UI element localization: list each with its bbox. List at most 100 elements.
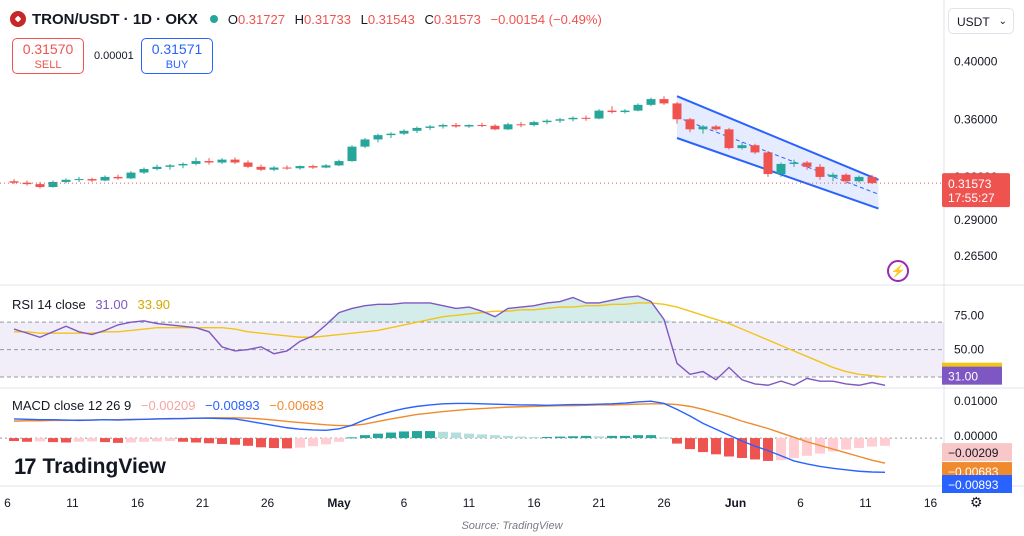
ohlc-readout: O0.31727 H0.31733 L0.31543 C0.31573 −0.0… [228,12,608,27]
candle-body [360,139,370,147]
rsi-overbought-fill [14,296,885,323]
candle-body [490,125,500,130]
macd-histogram-bar [490,435,500,439]
candle-body [321,165,331,168]
time-tick-label: 16 [527,496,541,510]
macd-histogram-bar [100,438,110,443]
macd-histogram-bar [516,436,526,439]
sell-label: SELL [34,59,62,71]
macd-histogram-bar [113,438,123,443]
source-caption: Source: TradingView [461,520,563,532]
candle-body [581,117,591,119]
settings-gear-icon[interactable]: ⚙ [970,494,983,510]
candle-body [542,120,552,123]
tradingview-logo: 17 TradingView [14,454,166,480]
candle-body [607,110,617,113]
candle-body [867,176,877,184]
rsi-tag-label: 31.00 [948,370,978,384]
change-value: −0.00154 (−0.49%) [490,11,602,27]
candle-body [750,145,760,153]
close-value: 0.31573 [433,11,481,27]
candle-body [594,110,604,119]
macd-histogram-bar [269,438,279,449]
macd-tick-label: 0.01000 [954,394,998,408]
time-tick-label: 11 [463,496,476,510]
macd-histogram-bar [295,438,305,448]
macd-histogram-bar [646,435,656,439]
last-price-label: 0.31573 [948,177,992,191]
candle-body [256,166,266,170]
candle-body [529,122,539,126]
candle-body [620,110,630,113]
candle-body [516,124,526,126]
candle-body [269,167,279,170]
macd-hist-legend-value: −0.00209 [140,398,196,413]
time-tick-label: 16 [924,496,938,510]
macd-tag [942,475,1012,493]
lightning-icon[interactable]: ⚡ [887,260,909,282]
rsi-legend-value: 31.00 [95,297,128,312]
candle-body [711,126,721,130]
candle-body [854,176,864,182]
candle-body [802,162,812,167]
candle-body [633,104,643,111]
macd-histogram-bar [633,435,643,439]
candle-body [438,125,448,127]
candle-body [568,117,578,120]
rsi-ma-line [14,302,886,378]
macd-histogram-bar [230,438,240,445]
candle-body [412,127,422,131]
macd-histogram-bar [555,436,565,439]
candle-body [61,179,71,182]
candle-body [217,159,227,163]
sell-button[interactable]: 0.31570 SELL [12,38,84,74]
time-tick-label: 11 [859,496,872,510]
candle-body [555,119,565,121]
macd-histogram-bar [87,438,97,442]
chart-header: TRON/USDT · 1D · OKX O0.31727 H0.31733 L… [10,8,608,30]
time-tick-label: May [327,496,351,510]
candle-body [295,166,305,169]
macd-histogram-bar [178,438,188,442]
candle-body [9,181,19,183]
symbol-title[interactable]: TRON/USDT · 1D · OKX [32,10,198,28]
time-tick-label: 6 [401,496,408,510]
macd-tick-label: 0.00000 [954,429,998,443]
rsi-tick-label: 75.00 [954,308,984,322]
rsi-legend[interactable]: RSI 14 close 31.00 33.90 [12,297,170,312]
macd-histogram-bar [698,438,708,453]
candle-body [425,126,435,128]
currency-value: USDT [957,15,990,29]
channel-fill [677,96,879,209]
high-label: H [294,11,304,27]
macd-histogram-bar [438,431,448,439]
macd-histogram-bar [321,438,331,445]
sell-price: 0.31570 [22,41,74,57]
candle-body [828,174,838,177]
candle-body [698,126,708,130]
macd-legend[interactable]: MACD close 12 26 9 −0.00209 −0.00893 −0.… [12,398,324,413]
currency-select[interactable]: USDT ⌄ [948,8,1014,34]
candle-body [139,168,149,173]
candle-body [672,103,682,120]
macd-histogram-bar [776,438,786,461]
candle-body [74,179,84,181]
macd-histogram-bar [737,438,747,458]
buy-button[interactable]: 0.31571 BUY [141,38,213,74]
time-tick-label: 11 [66,496,79,510]
candle-body [347,146,357,162]
candle-body [100,176,110,181]
macd-histogram-bar [256,438,266,448]
macd-histogram-bar [217,438,227,444]
time-tick-label: 6 [797,496,804,510]
candle-body [737,145,747,149]
macd-histogram-bar [425,431,435,439]
spread-value: 0.00001 [94,50,134,62]
channel-mid-line [676,116,879,195]
rsi-line [13,295,886,387]
candle-body [815,166,825,177]
macd-histogram-bar [750,438,760,460]
tradingview-mark-icon: 17 [14,454,37,479]
